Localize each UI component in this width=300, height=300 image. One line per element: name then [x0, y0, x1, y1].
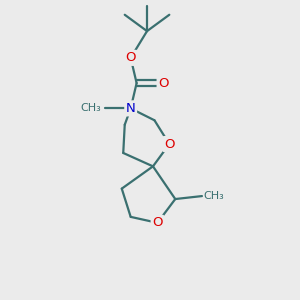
Text: O: O	[125, 51, 136, 64]
Text: O: O	[164, 138, 175, 151]
Text: N: N	[126, 102, 136, 115]
Text: O: O	[152, 216, 163, 229]
Text: CH₃: CH₃	[80, 103, 101, 113]
Text: O: O	[158, 76, 169, 90]
Text: CH₃: CH₃	[203, 191, 224, 201]
